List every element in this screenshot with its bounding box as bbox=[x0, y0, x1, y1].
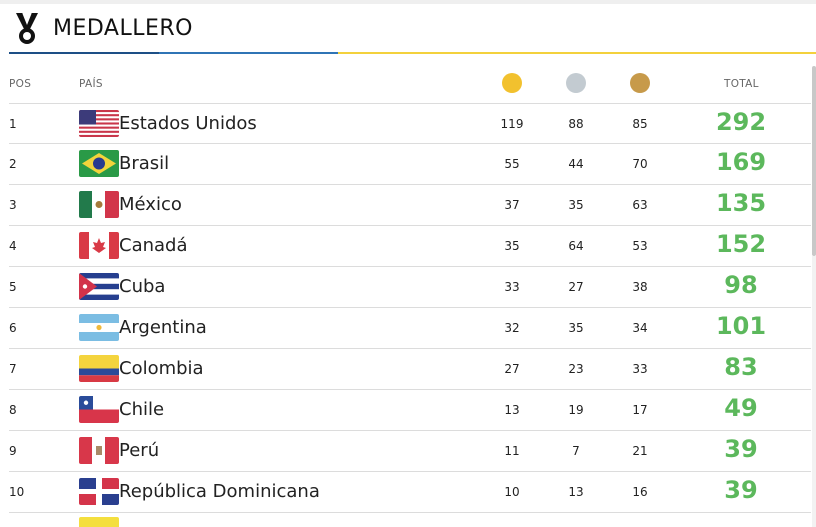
column-header-country: PAÍS bbox=[79, 78, 103, 90]
row-position: 7 bbox=[9, 362, 17, 376]
table-row[interactable]: 5 Cuba 33 27 38 98 bbox=[9, 267, 811, 308]
country-name[interactable]: Colombia bbox=[119, 358, 204, 379]
row-position: 3 bbox=[9, 198, 17, 212]
total-count: 98 bbox=[724, 271, 758, 299]
row-position: 9 bbox=[9, 444, 17, 458]
table-row[interactable]: 8 Chile 13 19 17 49 bbox=[9, 390, 811, 431]
row-position: 2 bbox=[9, 157, 17, 171]
total-count: 39 bbox=[724, 476, 758, 504]
bronze-count: 85 bbox=[632, 117, 648, 131]
brazil-flag-icon bbox=[79, 150, 119, 177]
bronze-count: 70 bbox=[632, 157, 648, 171]
bronze-count: 21 bbox=[632, 444, 648, 458]
row-position: 5 bbox=[9, 280, 17, 294]
bronze-count: 17 bbox=[632, 403, 648, 417]
table-row[interactable]: 7 Colombia 27 23 33 83 bbox=[9, 349, 811, 390]
row-position: 8 bbox=[9, 403, 17, 417]
column-header-total: TOTAL bbox=[724, 78, 759, 90]
country-name[interactable]: Brasil bbox=[119, 153, 170, 174]
bronze-count: 38 bbox=[632, 280, 648, 294]
country-name[interactable]: Perú bbox=[119, 440, 160, 461]
total-count: 169 bbox=[715, 148, 767, 176]
bronze-count: 53 bbox=[632, 239, 648, 253]
row-position: 4 bbox=[9, 239, 17, 253]
table-row[interactable]: 10 República Dominicana 10 13 16 39 bbox=[9, 472, 811, 513]
country-name[interactable]: México bbox=[119, 194, 182, 215]
silver-count: 35 bbox=[568, 321, 584, 335]
dominican-republic-flag-icon bbox=[79, 478, 119, 505]
total-count: 152 bbox=[715, 230, 767, 258]
usa-flag-icon bbox=[79, 110, 119, 137]
medal-icon bbox=[16, 12, 38, 44]
gold-count: 10 bbox=[504, 485, 520, 499]
gold-count: 119 bbox=[500, 117, 524, 131]
table-row[interactable]: 6 Argentina 32 35 34 101 bbox=[9, 308, 811, 349]
bronze-medal-icon bbox=[630, 73, 650, 93]
total-count: 292 bbox=[715, 108, 767, 136]
colombia-flag-icon bbox=[79, 355, 119, 382]
total-count: 101 bbox=[715, 312, 767, 340]
row-position: 1 bbox=[9, 117, 17, 131]
gold-count: 27 bbox=[504, 362, 520, 376]
silver-count: 88 bbox=[568, 117, 584, 131]
total-count: 49 bbox=[724, 394, 758, 422]
total-count: 39 bbox=[724, 435, 758, 463]
country-name[interactable]: República Dominicana bbox=[119, 481, 320, 502]
scrollbar-thumb[interactable] bbox=[812, 66, 816, 256]
country-name[interactable]: Chile bbox=[119, 399, 165, 420]
bronze-count: 33 bbox=[632, 362, 648, 376]
scrollbar-track[interactable] bbox=[812, 256, 816, 527]
table-row[interactable]: 9 Perú 11 7 21 39 bbox=[9, 431, 811, 472]
country-name[interactable]: Argentina bbox=[119, 317, 207, 338]
table-row[interactable]: 2 Brasil 55 44 70 169 bbox=[9, 144, 811, 185]
country-name[interactable]: Canadá bbox=[119, 235, 188, 256]
silver-count: 44 bbox=[568, 157, 584, 171]
top-shadow bbox=[0, 0, 816, 4]
gold-count: 11 bbox=[504, 444, 520, 458]
argentina-flag-icon bbox=[79, 314, 119, 341]
gold-count: 13 bbox=[504, 403, 520, 417]
gold-count: 33 bbox=[504, 280, 520, 294]
header-underline-yellow bbox=[338, 52, 816, 54]
gold-count: 32 bbox=[504, 321, 520, 335]
silver-count: 19 bbox=[568, 403, 584, 417]
peru-flag-icon bbox=[79, 437, 119, 464]
table-row[interactable]: 3 México 37 35 63 135 bbox=[9, 185, 811, 226]
row-position: 6 bbox=[9, 321, 17, 335]
table-row[interactable]: 1 Estados Unidos 119 88 85 292 bbox=[9, 103, 811, 144]
silver-count: 35 bbox=[568, 198, 584, 212]
silver-medal-icon bbox=[566, 73, 586, 93]
cuba-flag-icon bbox=[79, 273, 119, 300]
canada-flag-icon bbox=[79, 232, 119, 259]
gold-count: 35 bbox=[504, 239, 520, 253]
table-row[interactable]: 4 Canadá 35 64 53 152 bbox=[9, 226, 811, 267]
medal-table-header: MEDALLERO bbox=[0, 4, 816, 54]
page-title: MEDALLERO bbox=[53, 16, 194, 41]
header-underline-dark bbox=[9, 52, 159, 54]
silver-count: 27 bbox=[568, 280, 584, 294]
bronze-count: 34 bbox=[632, 321, 648, 335]
gold-count: 37 bbox=[504, 198, 520, 212]
header-underline-blue bbox=[9, 52, 338, 54]
total-count: 135 bbox=[715, 189, 767, 217]
bronze-count: 63 bbox=[632, 198, 648, 212]
silver-count: 64 bbox=[568, 239, 584, 253]
next-row-flag-peek bbox=[79, 517, 119, 527]
silver-count: 23 bbox=[568, 362, 584, 376]
country-name[interactable]: Cuba bbox=[119, 276, 166, 297]
gold-count: 55 bbox=[504, 157, 520, 171]
chile-flag-icon bbox=[79, 396, 119, 423]
mexico-flag-icon bbox=[79, 191, 119, 218]
bronze-count: 16 bbox=[632, 485, 648, 499]
column-header-pos: POS bbox=[9, 78, 32, 90]
gold-medal-icon bbox=[502, 73, 522, 93]
row-position: 10 bbox=[9, 485, 25, 499]
total-count: 83 bbox=[724, 353, 758, 381]
country-name[interactable]: Estados Unidos bbox=[119, 113, 257, 134]
silver-count: 13 bbox=[568, 485, 584, 499]
silver-count: 7 bbox=[572, 444, 580, 458]
